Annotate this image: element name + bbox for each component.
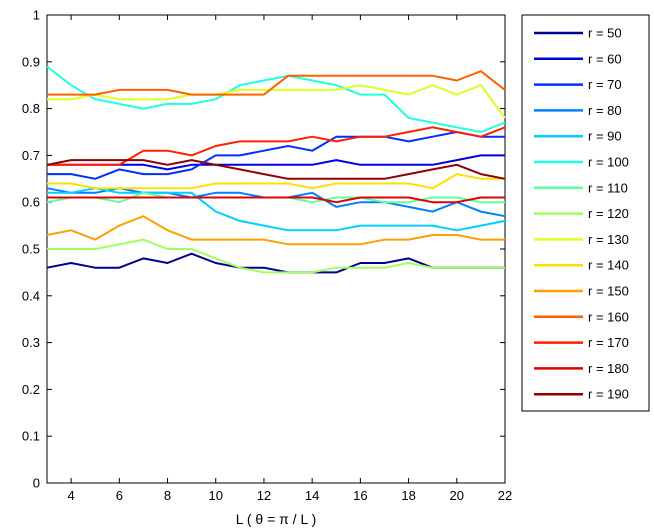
x-tick-label: 18 <box>401 488 415 503</box>
series-line-r-160 <box>47 70 506 96</box>
legend-label: r = 160 <box>588 309 629 324</box>
x-tick-label: 12 <box>257 488 271 503</box>
y-tick-label: 0.7 <box>22 148 40 163</box>
y-tick-label: 1 <box>33 8 40 23</box>
x-tick-label: 14 <box>305 488 319 503</box>
series-line-r-120 <box>47 238 505 274</box>
y-tick-label: 0.2 <box>22 382 40 397</box>
x-tick-label: 6 <box>116 488 123 503</box>
plot-area <box>46 14 506 484</box>
y-tick-label: 0.3 <box>22 335 40 350</box>
legend-label: r = 60 <box>588 51 622 66</box>
x-tick-label: 16 <box>353 488 367 503</box>
legend-label: r = 170 <box>588 335 629 350</box>
series-line-r-190 <box>46 159 506 180</box>
series-line-r-180 <box>47 196 505 204</box>
series-line-r-170 <box>47 126 506 166</box>
legend-label: r = 50 <box>588 26 622 41</box>
x-tick-label: 8 <box>164 488 171 503</box>
x-tick-label: 22 <box>498 488 512 503</box>
legend-label: r = 180 <box>588 361 629 376</box>
series-line-r-130 <box>47 84 506 119</box>
legend-label: r = 190 <box>588 387 629 402</box>
y-tick-label: 0.9 <box>22 54 40 69</box>
y-tick-label: 0 <box>33 476 40 491</box>
legend-label: r = 70 <box>588 77 622 92</box>
x-axis-label: L ( θ = π / L ) <box>236 511 317 527</box>
y-tick-label: 0.1 <box>22 429 40 444</box>
tick-labels: 4 6 8 10 12 14 16 18 20 22 0 0.1 0.2 0.3 0.4 0.5 0.6 0.7 0… <box>22 8 512 504</box>
y-tick-label: 0.6 <box>22 195 40 210</box>
legend-label: r = 110 <box>588 180 628 195</box>
y-tick-label: 0.5 <box>22 242 40 257</box>
series-line-r-150 <box>46 215 505 246</box>
legend-label: r = 100 <box>588 155 629 170</box>
legend-label: r = 120 <box>588 206 629 221</box>
series-line-r-140 <box>47 173 505 190</box>
legend-label: r = 150 <box>588 284 629 299</box>
legend-label: r = 90 <box>588 129 622 144</box>
y-tick-label: 0.4 <box>22 288 40 303</box>
x-tick-label: 10 <box>209 488 223 503</box>
series-line-r-90 <box>47 187 506 232</box>
series-line-r-60 <box>47 154 505 171</box>
series-line-r-100 <box>46 65 506 133</box>
x-tick-label: 4 <box>67 488 74 503</box>
y-tick-label: 0.8 <box>22 101 40 116</box>
legend-label: r = 130 <box>588 232 629 247</box>
legend-label: r = 140 <box>588 258 629 273</box>
legend-label: r = 80 <box>588 103 622 118</box>
series-lines <box>46 65 506 274</box>
legend: r = 50 r = 60 r = 70 r = 80 r = 90 r = 100 r =… <box>521 14 650 412</box>
series-line-r-70 <box>47 131 505 180</box>
x-tick-label: 20 <box>450 488 464 503</box>
